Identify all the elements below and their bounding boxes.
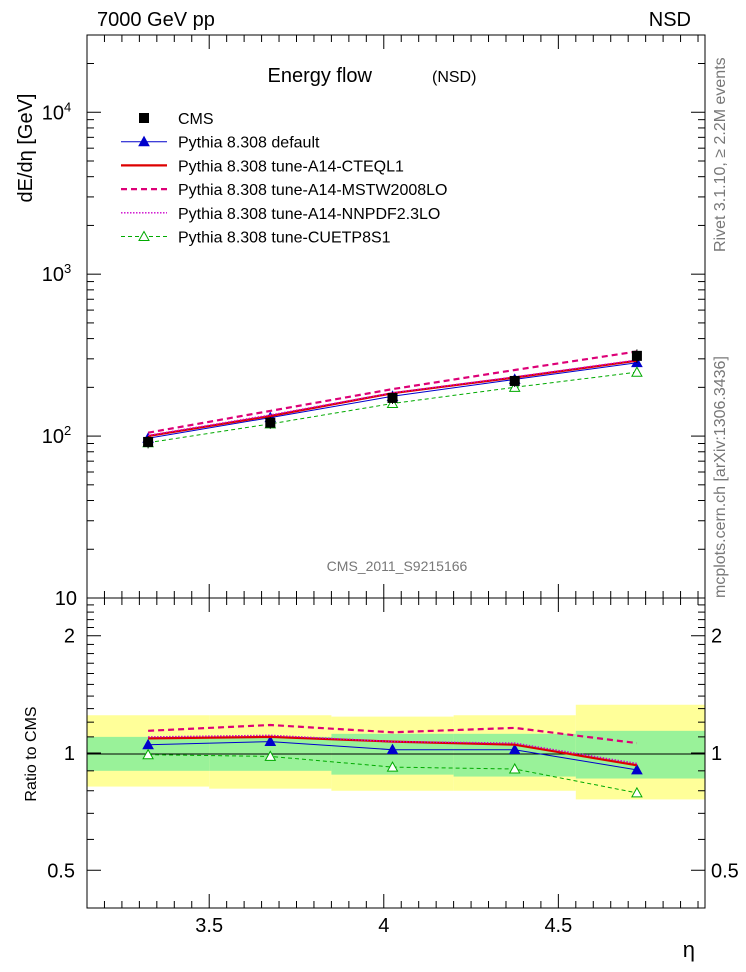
main-y-tick-exponent: 4: [64, 99, 71, 114]
cms-data-point: [509, 375, 520, 386]
x-tick-label: 4.5: [544, 915, 572, 937]
main-y-tick-label: 10: [42, 264, 64, 286]
x-axis-label: η: [683, 937, 695, 962]
ratio-y-tick-label-left: 1: [64, 743, 75, 765]
main-y-tick-exponent: 2: [64, 423, 71, 438]
ratio-line-pythia-8-308-tune-a14-cteql1: [148, 735, 638, 767]
ratio-y-tick-label-right: 1: [711, 743, 722, 765]
rivet-label: Rivet 3.1.10, ≥ 2.2M events: [712, 57, 729, 252]
legend-label: Pythia 8.308 tune-CUETP8S1: [178, 230, 391, 247]
legend-label: Pythia 8.308 tune-A14-CTEQL1: [178, 158, 404, 175]
ratio-line-pythia-8-308-tune-a14-mstw2008lo: [148, 723, 638, 745]
ratio-point-cuetp8s1: [386, 761, 399, 772]
main-y-tick-label: 10: [42, 102, 64, 124]
cms-data-point: [143, 436, 154, 447]
legend-marker-cuetp8s1: [138, 230, 150, 241]
ratio-line-pythia-8-308-tune-a14-nnpdf2-3lo: [148, 734, 638, 765]
ratio-point-cuetp8s1: [264, 750, 277, 761]
x-tick-label: 3.5: [195, 915, 223, 937]
header-right: NSD: [649, 9, 691, 31]
ratio-panel: 0.5 0.5 1 1 2 2 3.5 4 4.5 Ratio to CMS η: [23, 597, 739, 962]
ratio-y-tick-label-left: 0.5: [47, 860, 75, 882]
ratio-y-tick-label-left: 2: [64, 626, 75, 648]
ratio-y-tick-labels: 0.5 0.5 1 1 2 2: [47, 626, 739, 883]
main-y-tick-label: 10: [55, 588, 77, 610]
x-tick-labels: 3.5 4 4.5: [195, 915, 572, 937]
ratio-point-cuetp8s1: [142, 748, 154, 760]
ratio-point-default: [264, 735, 277, 747]
ratio-point-cuetp8s1: [508, 762, 521, 774]
ratio-point-default: [386, 743, 399, 755]
main-point-cuetp8s1: [631, 366, 643, 377]
cms-data-point: [631, 350, 642, 361]
main-y-tick-label: 10: [42, 426, 64, 448]
main-chart-title: Energy flow: [268, 65, 373, 87]
main-series-layer: [142, 349, 643, 449]
mcplots-label: mcplots.cern.ch [arXiv:1306.3436]: [712, 356, 729, 598]
cms-data-point: [265, 417, 276, 428]
legend-label: Pythia 8.308 tune-A14-NNPDF2.3LO: [178, 206, 440, 223]
x-tick-label: 4: [378, 915, 389, 937]
legend: CMS Pythia 8.308 default Pythia 8.308 tune…: [121, 111, 447, 247]
ratio-line-pythia-8-308-tune-cuetp8s1: [148, 754, 637, 794]
main-y-axis-label: dE/dη [GeV]: [15, 94, 37, 203]
ratio-series-layer: [142, 723, 643, 798]
ratio-axis-ticks: [86, 598, 705, 909]
main-y-tick-exponent: 3: [64, 261, 71, 276]
main-line-pythia-8-308-tune-a14-nnpdf2-3lo: [147, 359, 637, 437]
ratio-y-tick-label-right: 0.5: [711, 860, 739, 882]
ratio-y-tick-label-right: 2: [711, 626, 722, 648]
legend-marker-cms: [139, 113, 149, 123]
ratio-point-cuetp8s1: [631, 786, 643, 798]
main-line-pythia-8-308-tune-a14-mstw2008lo: [147, 350, 638, 434]
main-chart-title-suffix: (NSD): [432, 69, 476, 86]
ratio-point-default: [508, 743, 521, 755]
legend-label: CMS: [178, 111, 214, 128]
legend-label: Pythia 8.308 tune-A14-MSTW2008LO: [178, 182, 447, 199]
ratio-y-axis-label: Ratio to CMS: [23, 706, 40, 801]
ratio-point-default: [631, 763, 643, 775]
watermark: CMS_2011_S9215166: [327, 558, 468, 574]
legend-marker-default: [138, 135, 150, 147]
cms-data-point: [387, 392, 398, 403]
header-left: 7000 GeV pp: [97, 9, 215, 31]
legend-label: Pythia 8.308 default: [178, 135, 320, 152]
